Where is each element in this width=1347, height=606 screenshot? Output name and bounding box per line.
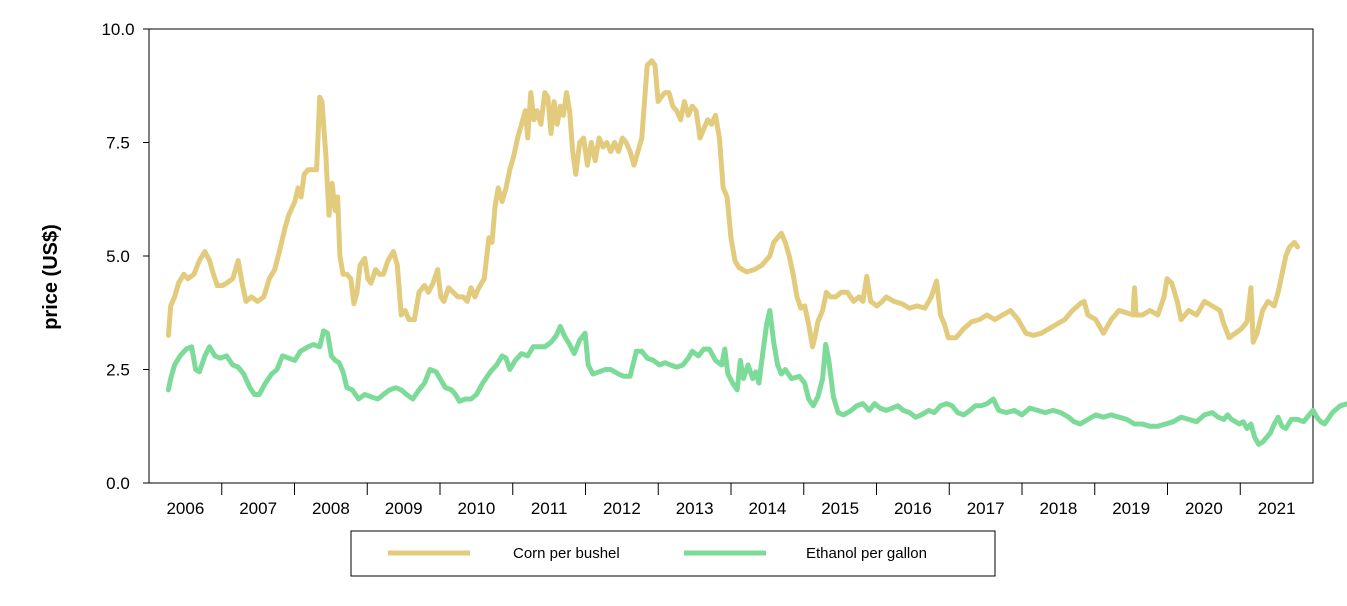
legend-label-corn: Corn per bushel: [513, 545, 620, 562]
x-tick-label: 2011: [531, 499, 568, 518]
x-tick-label: 2014: [748, 499, 786, 518]
y-tick-label: 0.0: [106, 474, 130, 493]
x-tick-label: 2018: [1039, 499, 1077, 518]
y-axis-label: price (US$): [40, 224, 62, 330]
x-tick-label: 2020: [1185, 499, 1223, 518]
y-tick-label: 2.5: [106, 361, 130, 380]
x-tick-label: 2012: [603, 499, 641, 518]
x-tick-label: 2016: [894, 499, 932, 518]
y-tick-label: 10.0: [101, 20, 134, 39]
plot-area-border: [148, 28, 1314, 484]
ethanol-series-line: [165, 308, 1347, 447]
corn-series-line: [165, 58, 1300, 350]
x-tick-label: 2013: [676, 499, 714, 518]
legend-label-ethanol: Ethanol per gallon: [806, 545, 927, 562]
y-tick-label: 7.5: [106, 134, 130, 153]
x-tick-label: 2010: [457, 499, 495, 518]
x-tick-label: 2015: [821, 499, 859, 518]
y-tick-label: 5.0: [106, 247, 130, 266]
x-tick-label: 2008: [312, 499, 350, 518]
x-tick-label: 2021: [1258, 499, 1296, 518]
x-tick-label: 2019: [1112, 499, 1150, 518]
x-tick-label: 2009: [385, 499, 423, 518]
x-tick-label: 2007: [239, 499, 277, 518]
x-tick-label: 2006: [166, 499, 204, 518]
x-tick-label: 2017: [967, 499, 1005, 518]
